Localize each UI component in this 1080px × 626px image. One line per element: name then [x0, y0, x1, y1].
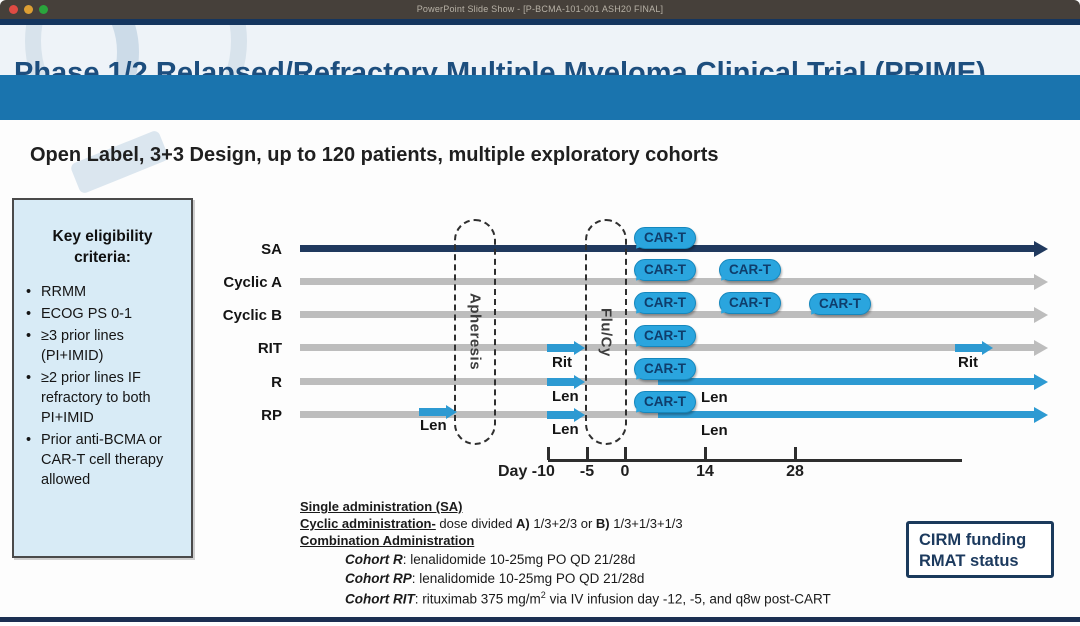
eligibility-criteria-box: Key eligibility criteria: RRMM ECOG PS 0…: [12, 198, 193, 558]
cohort-rit-superscript: 2: [540, 590, 546, 600]
slide-title: Phase 1/2 Relapsed/Refractory Multiple M…: [14, 57, 986, 75]
list-item: ECOG PS 0-1: [26, 304, 183, 324]
slide-bottom-border: [0, 617, 1080, 622]
zoom-button-icon[interactable]: [39, 5, 48, 14]
cart-bubble-rit-d0: CAR-T: [634, 325, 696, 347]
flu-cy-capsule: Flu/Cy: [585, 219, 627, 445]
cohort-rit-desc-pre: : rituximab 375 mg/m: [414, 591, 541, 607]
window-title: PowerPoint Slide Show - [P-BCMA-101-001 …: [416, 4, 664, 14]
legend-combination-administration: Combination Administration: [300, 533, 474, 548]
cirm-rmat-status-box: CIRM funding RMAT status: [906, 521, 1054, 578]
len-arrow-rp-pre: [547, 407, 585, 422]
cart-bubble-cycb-d14: CAR-T: [719, 292, 781, 314]
lenalidomide-bar-r: [658, 378, 1034, 385]
watermark-logo: [25, 25, 247, 75]
minimize-button-icon[interactable]: [24, 5, 33, 14]
slide-subtitle: Open Label, 3+3 Design, up to 120 patien…: [30, 144, 719, 166]
cohort-rp-line: Cohort RP: lenalidomide 10-25mg PO QD 21…: [345, 571, 644, 586]
arrowhead-rp: [1034, 407, 1048, 423]
arrowhead-cyclic-a: [1034, 274, 1048, 290]
len-arrow-r-pre: [547, 374, 585, 389]
close-button-icon[interactable]: [9, 5, 18, 14]
apheresis-capsule: Apheresis: [454, 219, 496, 445]
len-label-rp-early: Len: [420, 417, 447, 434]
row-label-sa: SA: [261, 241, 282, 258]
cohort-rit-name: Cohort RIT: [345, 591, 415, 607]
legend-single-text: Single administration (SA): [300, 499, 463, 514]
list-item: ≥2 prior lines IF refractory to both PI+…: [26, 368, 183, 428]
axis-label-28: 28: [786, 463, 804, 480]
day-axis-line: [548, 459, 962, 462]
rit-label-pre: Rit: [552, 354, 572, 371]
axis-label-5: -5: [579, 463, 595, 480]
rit-arrow-late: [955, 340, 993, 355]
slide-title-band: Phase 1/2 Relapsed/Refractory Multiple M…: [0, 25, 1080, 75]
list-item: RRMM: [26, 282, 183, 302]
legend-cyclic-p1: dose divided: [435, 516, 517, 531]
row-label-rp: RP: [261, 407, 282, 424]
len-label-r-pre: Len: [552, 388, 579, 405]
axis-tick: [794, 447, 797, 460]
row-label-r: R: [271, 374, 282, 391]
timeline-bar-cyclic-a: [300, 278, 1034, 285]
axis-tick: [704, 447, 707, 460]
arrowhead-sa: [1034, 241, 1048, 257]
legend-cyclic-b2: B): [595, 516, 610, 531]
axis-tick: [586, 447, 589, 460]
window-titlebar: PowerPoint Slide Show - [P-BCMA-101-001 …: [0, 0, 1080, 19]
eligibility-heading: Key eligibility criteria:: [52, 228, 153, 266]
legend-single-administration: Single administration (SA): [300, 499, 463, 514]
cohort-r-line: Cohort R: lenalidomide 10-25mg PO QD 21/…: [345, 552, 635, 567]
len-label-rp-post: Len: [701, 422, 728, 439]
arrowhead-cyclic-b: [1034, 307, 1048, 323]
legend-cyclic-administration: Cyclic administration- dose divided A) 1…: [300, 516, 683, 531]
cirm-funding-text: CIRM funding: [919, 531, 1027, 549]
axis-tick: [547, 447, 550, 460]
rmat-status-text: RMAT status: [919, 552, 1019, 570]
cart-bubble-cyca-d0: CAR-T: [634, 259, 696, 281]
eligibility-list: RRMM ECOG PS 0-1 ≥3 prior lines (PI+IMID…: [14, 282, 191, 490]
cart-bubble-cycb-d0: CAR-T: [634, 292, 696, 314]
len-arrow-rp-early: [419, 404, 457, 419]
slide-top-border: [0, 19, 1080, 25]
rit-arrow-pre: [547, 340, 585, 355]
row-label-cyclic-b: Cyclic B: [222, 307, 282, 324]
cart-bubble-cyca-d14: CAR-T: [719, 259, 781, 281]
cohort-rp-name: Cohort RP: [345, 571, 412, 586]
legend-combination-text: Combination Administration: [300, 533, 475, 548]
cohort-r-name: Cohort R: [345, 552, 403, 567]
cart-bubble-rp-d0: CAR-T: [634, 391, 696, 413]
arrowhead-rit: [1034, 340, 1048, 356]
lenalidomide-bar-rp: [658, 411, 1034, 418]
cart-bubble-sa-d0: CAR-T: [634, 227, 696, 249]
cohort-rit-desc-post: via IV infusion day -12, -5, and q8w pos…: [545, 591, 831, 607]
legend-cyclic-p3: 1/3+1/3+1/3: [609, 516, 683, 531]
len-label-rp-pre: Len: [552, 421, 579, 438]
apheresis-label: Apheresis: [466, 293, 484, 371]
axis-label-0: 0: [620, 463, 630, 480]
flu-cy-label: Flu/Cy: [597, 307, 615, 357]
header-blue-band: [0, 75, 1080, 120]
cart-bubble-cycb-d28: CAR-T: [809, 293, 871, 315]
cohort-rp-desc: : lenalidomide 10-25mg PO QD 21/28d: [411, 571, 645, 586]
axis-tick: [624, 447, 627, 460]
legend-cyclic-b1: A): [516, 516, 530, 531]
timeline-bar-cyclic-b: [300, 311, 1034, 318]
rit-label-late: Rit: [958, 354, 978, 371]
cart-bubble-r-d0: CAR-T: [634, 358, 696, 380]
cohort-r-desc: : lenalidomide 10-25mg PO QD 21/28d: [402, 552, 636, 567]
timeline-bar-rit: [300, 344, 1034, 351]
len-label-r-post: Len: [701, 389, 728, 406]
arrowhead-r: [1034, 374, 1048, 390]
legend-cyclic-p2: 1/3+2/3 or: [529, 516, 596, 531]
legend-cyclic-head: Cyclic administration-: [300, 516, 436, 531]
cohort-rit-line: Cohort RIT: rituximab 375 mg/m2 via IV i…: [345, 590, 831, 607]
row-label-cyclic-a: Cyclic A: [223, 274, 282, 291]
list-item: ≥3 prior lines (PI+IMID): [26, 326, 183, 366]
axis-label-day-10: Day -10: [498, 463, 555, 480]
list-item: Prior anti-BCMA or CAR-T cell therapy al…: [26, 430, 183, 490]
row-label-rit: RIT: [257, 340, 282, 357]
axis-label-14: 14: [696, 463, 714, 480]
